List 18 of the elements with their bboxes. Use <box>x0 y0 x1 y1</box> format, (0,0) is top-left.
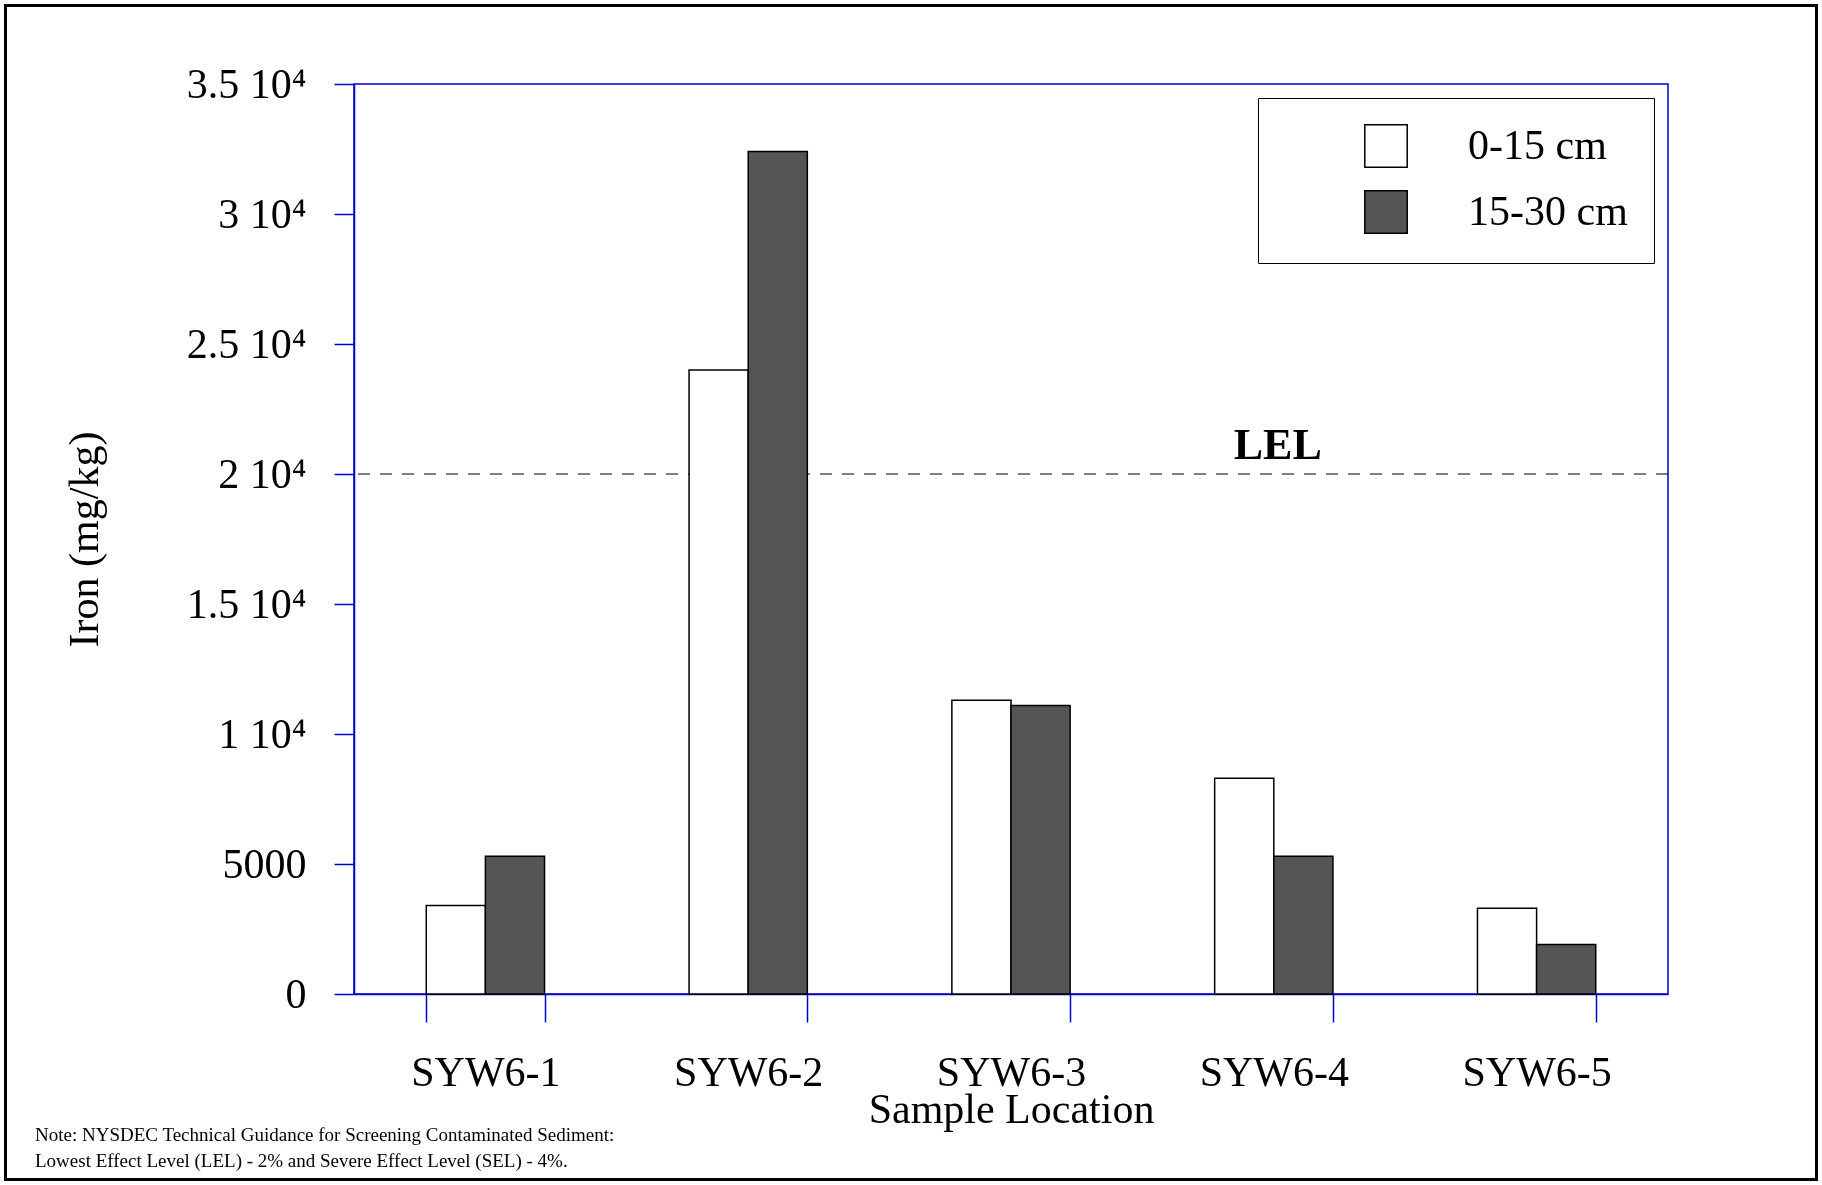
text: Note: NYSDEC Technical Guidance for Screening Contaminated Sediment: <box>35 1123 615 1147</box>
text: Lowest Effect Level (LEL) - 2% and Severe Effect Level (SEL) - 4%. <box>35 1149 569 1173</box>
x-tick-label: SYW6-2 <box>674 1048 824 1095</box>
legend-label: 0-15 cm <box>1468 122 1608 168</box>
y-tick-label: 2.5 10⁴ <box>186 320 307 367</box>
x-tick-label: SYW6-5 <box>1462 1048 1612 1095</box>
legend-label: 15-30 cm <box>1468 188 1629 234</box>
y-tick-label: 1 10⁴ <box>218 710 307 757</box>
y-axis-title: Iron (mg/kg) <box>60 431 108 648</box>
y-tick-label: 0 <box>285 970 307 1017</box>
x-tick-label: SYW6-4 <box>1199 1048 1349 1095</box>
y-tick-label: 5000 <box>222 840 307 887</box>
y-tick-label: 2 10⁴ <box>218 450 307 497</box>
y-tick-label: 3.5 10⁴ <box>186 60 307 107</box>
x-tick-label: SYW6-1 <box>411 1048 561 1095</box>
ref-line-label: LEL <box>1233 420 1322 469</box>
y-tick-label: 1.5 10⁴ <box>186 580 307 627</box>
y-tick-label: 3 10⁴ <box>218 190 307 237</box>
